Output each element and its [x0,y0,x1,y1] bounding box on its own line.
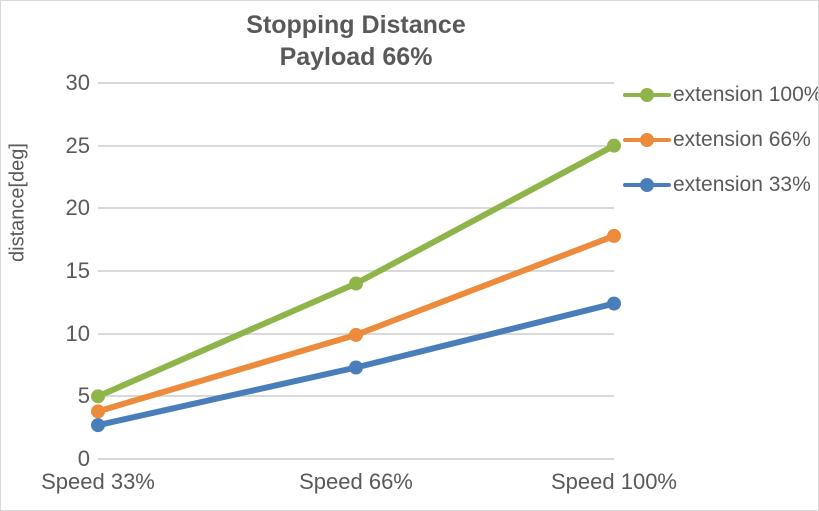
gridline [98,458,614,460]
data-point [91,404,105,419]
y-axis-tick-label: 15 [65,258,90,283]
y-axis-tick-label: 25 [65,132,90,158]
y-axis-tick-labels: 0 5 10 15 20 25 30 [18,72,90,470]
data-point [349,276,363,291]
legend-label: extension 66% [673,128,811,151]
legend-marker-icon [623,131,671,149]
data-point [349,327,363,342]
data-point [349,360,363,375]
legend-marker-icon [623,176,671,194]
series-line [95,142,617,400]
y-axis-tick-label: 10 [65,320,90,346]
legend-label: extension 100% [673,83,819,106]
chart-title-line-1: Stopping Distance [246,11,466,39]
data-point [607,228,621,243]
chart-title: Stopping Distance Payload 66% [98,9,614,73]
data-point [607,296,621,311]
data-point [607,138,621,153]
y-axis-tick-label: 5 [77,383,90,409]
x-axis-tick-label: Speed 66% [299,469,413,494]
gridline [98,207,614,210]
series-lines [91,138,621,433]
series-extension-100- [91,138,621,404]
legend-item[interactable]: extension 33% [623,173,811,197]
data-point [91,389,105,404]
gridline [98,395,614,398]
y-axis-tick-label: 20 [65,195,90,221]
plot-area [91,82,621,460]
series-extension-33- [91,296,621,433]
legend-label: extension 33% [673,173,811,196]
x-axis-tick-label: Speed 33% [41,469,155,494]
data-point [91,418,105,433]
x-axis-tick-label: Speed 100% [551,469,677,494]
gridline [98,270,614,272]
legend-item[interactable]: extension 100% [623,83,819,107]
series-extension-66- [91,228,621,419]
chart-title-line-2: Payload 66% [279,43,433,71]
gridline [98,82,614,84]
legend-marker-icon [623,86,671,104]
legend-item[interactable]: extension 66% [623,128,811,152]
x-axis-tick-labels: Speed 33% Speed 66% Speed 100% [1,467,701,507]
y-axis-tick-label: 30 [65,70,90,95]
gridline [98,144,614,147]
y-axis-tick-label: 0 [77,446,90,471]
